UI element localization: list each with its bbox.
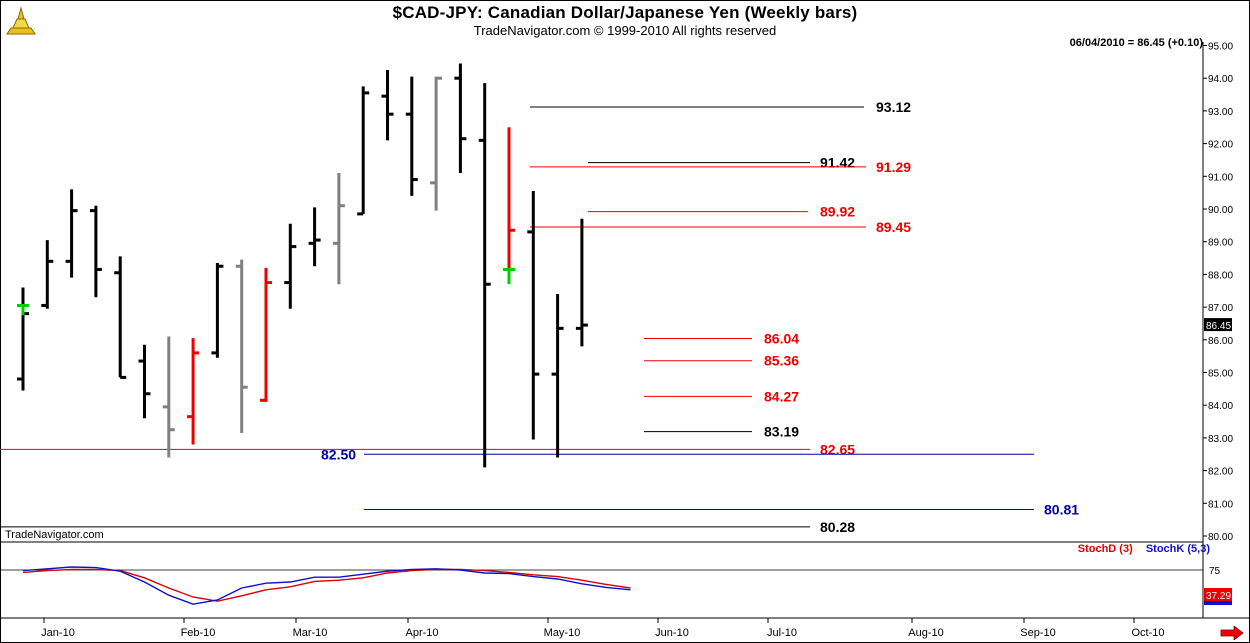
level-label-82.65: 82.65 [820, 441, 855, 457]
y-tick-label: 88.00 [1208, 270, 1233, 281]
stoch-d-line [22, 568, 631, 602]
time-axis: Jan-10 Feb-10 Mar-10 Apr-10 May-10 Jun-10 Jul-… [41, 618, 1165, 639]
ohlc-bar [17, 287, 29, 391]
ohlc-bar [454, 63, 467, 174]
stochastic-legend: StochD (3) StochK (5,3) [1068, 543, 1210, 555]
ohlc-bar [478, 83, 491, 468]
level-label-89.45: 89.45 [876, 219, 911, 235]
ohlc-bar [284, 223, 297, 309]
x-tick-label: Sep-10 [1020, 627, 1055, 639]
trade-navigator-logo-icon [6, 6, 36, 35]
ohlc-bar [551, 294, 564, 458]
stoch-k-line [22, 566, 631, 605]
level-label-82.50: 82.50 [321, 446, 356, 462]
level-label-91.42: 91.42 [820, 155, 855, 171]
y-tick-label: 82.00 [1208, 467, 1233, 478]
ohlc-bar [162, 336, 175, 458]
y-tick-label: 80.00 [1208, 532, 1233, 543]
watermark-label: TradeNavigator.com [5, 529, 104, 541]
y-tick-label: 84.00 [1208, 401, 1233, 412]
y-tick-label: 92.00 [1208, 140, 1233, 151]
y-tick-label: 95.00 [1208, 42, 1233, 53]
ohlc-bar [260, 267, 272, 402]
stoch-level-label: 75 [1209, 566, 1221, 577]
x-tick-label: Aug-10 [908, 627, 943, 639]
stoch-d-legend: StochD (3) [1077, 543, 1133, 555]
level-label-89.92: 89.92 [820, 204, 855, 220]
y-tick-label: 86.00 [1208, 336, 1233, 347]
ohlc-bar [17, 303, 29, 316]
ohlc-bar [332, 173, 345, 285]
last-price-marker [1204, 318, 1232, 332]
y-tick-label: 93.00 [1208, 107, 1233, 118]
y-tick-label: 90.00 [1208, 205, 1233, 216]
ohlc-bar [308, 207, 321, 267]
ohlc-bar [405, 76, 418, 196]
chart-title: $CAD-JPY: Canadian Dollar/Japanese Yen (… [392, 3, 858, 22]
x-tick-label: Oct-10 [1131, 627, 1164, 639]
ohlc-bar [41, 240, 54, 309]
stoch-k-legend: StochK (5,3) [1145, 543, 1210, 555]
x-tick-label: Mar-10 [293, 627, 328, 639]
ohlc-bar [381, 70, 394, 141]
ohlc-bar [430, 76, 443, 211]
stoch-k-last-marker [1204, 601, 1232, 605]
y-tick-label: 89.00 [1208, 238, 1233, 249]
y-tick-label: 91.00 [1208, 172, 1233, 183]
y-tick-label: 94.00 [1208, 74, 1233, 85]
y-tick-label: 81.00 [1208, 499, 1233, 510]
y-tick-label: 83.00 [1208, 434, 1233, 445]
ohlc-bar [503, 267, 515, 285]
x-tick-label: Feb-10 [181, 627, 216, 639]
x-tick-label: Jun-10 [655, 627, 689, 639]
ohlc-bar [527, 191, 540, 440]
ohlc-bar [503, 127, 515, 271]
level-label-83.19: 83.19 [764, 424, 799, 440]
x-tick-label: Jan-10 [41, 627, 75, 639]
level-label-80.28: 80.28 [820, 519, 855, 535]
stoch-last-marker [1204, 588, 1232, 601]
ohlc-bar [357, 86, 370, 216]
level-label-84.27: 84.27 [764, 388, 799, 404]
last-price-label: 86.45 [1206, 321, 1231, 332]
ohlc-bar [575, 218, 588, 347]
ohlc-bar [138, 344, 151, 419]
x-tick-label: Jul-10 [767, 627, 797, 639]
level-label-86.04: 86.04 [764, 330, 799, 346]
scroll-right-arrow-icon[interactable] [1220, 626, 1244, 640]
stoch-last-label: 37.29 [1206, 591, 1231, 602]
copyright-subtitle: TradeNavigator.com © 1999-2010 All right… [473, 23, 777, 38]
stochastic-panel: 75 37.29 [0, 566, 1232, 605]
level-lines: 93.12 91.42 91.29 89.92 89.45 86.04 85.36 84.27… [0, 99, 1079, 535]
ohlc-bar [211, 262, 224, 358]
x-tick-label: May-10 [544, 627, 581, 639]
x-tick-label: Apr-10 [405, 627, 438, 639]
ohlc-bars[interactable] [17, 63, 588, 468]
last-value-label: 06/04/2010 = 86.45 (+0.10) [1069, 37, 1203, 49]
level-label-85.36: 85.36 [764, 353, 799, 369]
ohlc-bar [235, 259, 248, 433]
ohlc-bar [89, 205, 102, 298]
y-tick-label: 85.00 [1208, 369, 1233, 380]
level-label-91.29: 91.29 [876, 159, 911, 175]
level-label-80.81: 80.81 [1044, 502, 1079, 518]
y-tick-label: 87.00 [1208, 303, 1233, 314]
level-label-93.12: 93.12 [876, 99, 911, 115]
ohlc-bar [65, 189, 78, 278]
ohlc-bar [187, 338, 200, 445]
ohlc-bar [114, 256, 127, 379]
price-axis: 95.00 94.00 93.00 92.00 91.00 90.00 89.00 88.00… [1203, 42, 1233, 543]
